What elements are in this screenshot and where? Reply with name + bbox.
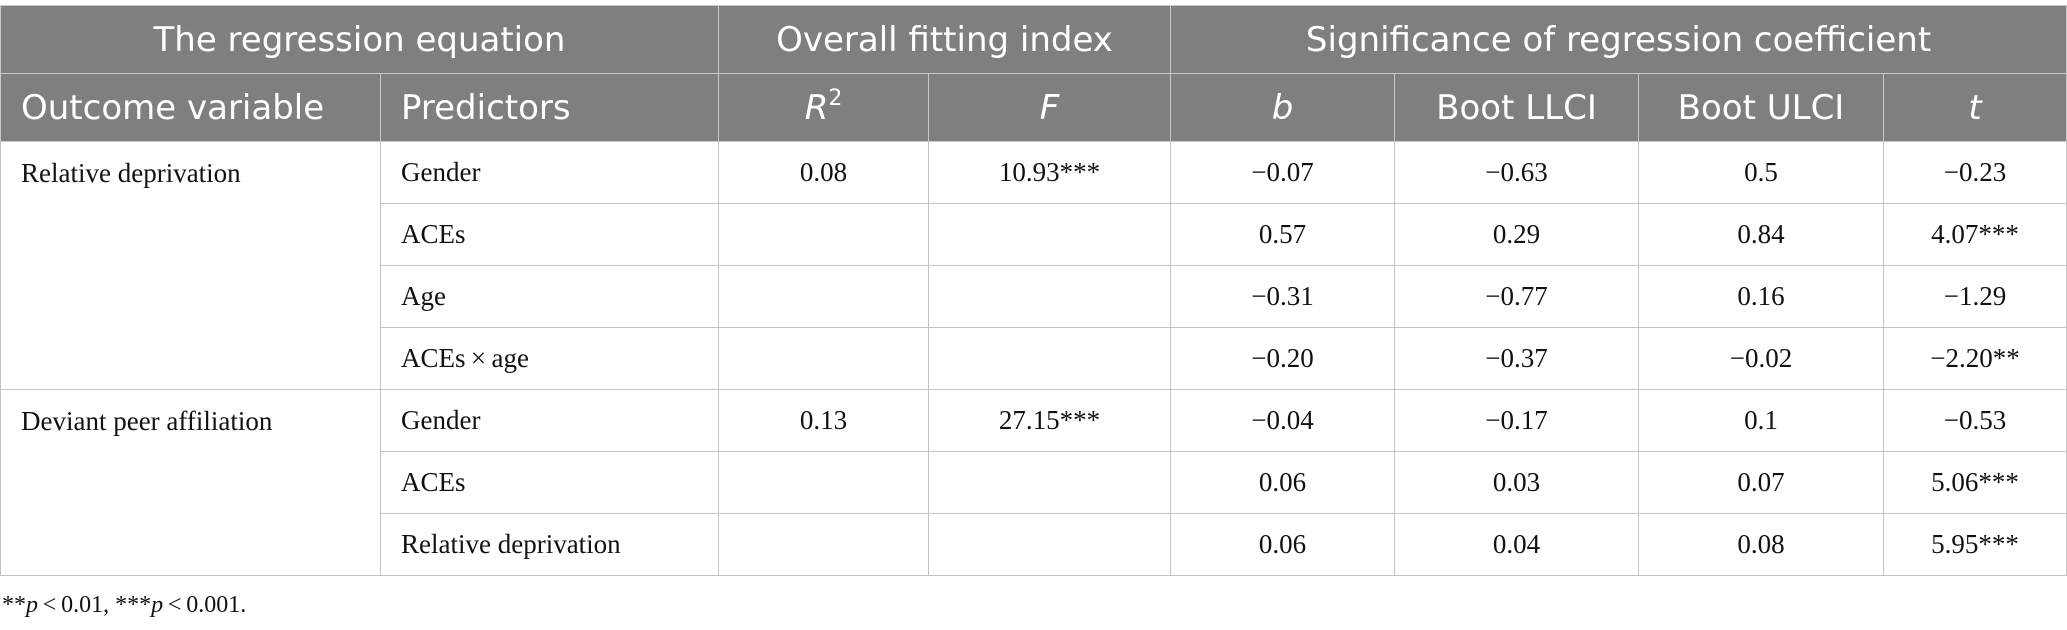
b-cell: −0.04 (1170, 389, 1396, 452)
header-significance-coefficient: Significance of regression coefficient (1170, 5, 2067, 74)
regression-table: The regression equation Overall fitting … (0, 5, 2067, 576)
header-overall-fitting-index: Overall fitting index (717, 5, 1172, 74)
table-body: Relative deprivation Gender 0.08 10.93**… (0, 141, 2067, 576)
outcome-cell: Relative deprivation (0, 141, 381, 390)
b-cell: −0.20 (1170, 327, 1396, 390)
ulci-cell: 0.5 (1638, 141, 1885, 204)
t-cell: −1.29 (1883, 265, 2067, 328)
header-regression-equation: The regression equation (0, 5, 719, 74)
header-boot-llci: Boot LLCI (1394, 73, 1640, 142)
llci-cell: −0.37 (1394, 327, 1640, 390)
f-cell: 10.93*** (927, 141, 1172, 204)
footnote-threshold-1: < 0.01, *** (38, 592, 152, 618)
header-r-squared: R2 (718, 73, 929, 142)
t-cell: 4.07*** (1883, 203, 2067, 266)
predictor-cell: ACEs (380, 203, 719, 266)
ulci-cell: −0.02 (1638, 327, 1885, 390)
t-cell: 5.95*** (1883, 513, 2067, 576)
significance-footnote: **p < 0.01, ***p < 0.001. (2, 592, 246, 619)
header-column-row: Outcome variable Predictors R2 F b Boot … (0, 73, 2067, 142)
f-cell (927, 265, 1172, 328)
f-symbol: F (1039, 87, 1060, 128)
footnote-p-symbol: p (26, 592, 38, 618)
r-symbol: R (804, 87, 829, 128)
r2-cell (718, 203, 929, 266)
ulci-cell: 0.08 (1638, 513, 1885, 576)
header-group-row: The regression equation Overall fitting … (0, 5, 2067, 74)
header-boot-ulci: Boot ULCI (1638, 73, 1885, 142)
b-cell: −0.07 (1170, 141, 1396, 204)
r2-cell: 0.13 (718, 389, 929, 452)
ulci-cell: 0.16 (1638, 265, 1885, 328)
llci-cell: −0.77 (1394, 265, 1640, 328)
table-row: Relative deprivation 0.06 0.04 0.08 5.95… (1, 513, 2067, 576)
table-header: The regression equation Overall fitting … (0, 5, 2067, 142)
predictor-cell: Gender (380, 389, 719, 452)
b-cell: 0.06 (1170, 513, 1396, 576)
f-cell (927, 327, 1172, 390)
b-cell: 0.06 (1170, 451, 1396, 514)
t-cell: −0.23 (1883, 141, 2067, 204)
f-cell (927, 203, 1172, 266)
header-outcome-variable: Outcome variable (0, 73, 381, 142)
table-row: Age −0.31 −0.77 0.16 −1.29 (1, 265, 2067, 328)
r2-cell (718, 327, 929, 390)
f-cell (927, 451, 1172, 514)
outcome-cell: Deviant peer affiliation (0, 389, 381, 576)
b-cell: 0.57 (1170, 203, 1396, 266)
r2-cell (718, 513, 929, 576)
footnote-stars: ** (2, 592, 26, 618)
header-b: b (1170, 73, 1396, 142)
predictor-cell: ACEs × age (380, 327, 719, 390)
predictor-cell: Age (380, 265, 719, 328)
footnote-threshold-2: < 0.001. (163, 592, 247, 618)
b-symbol: b (1271, 87, 1294, 128)
header-predictors: Predictors (380, 73, 719, 142)
t-cell: −0.53 (1883, 389, 2067, 452)
ulci-cell: 0.84 (1638, 203, 1885, 266)
table-row: Deviant peer affiliation Gender 0.13 27.… (0, 389, 2067, 576)
llci-cell: 0.29 (1394, 203, 1640, 266)
predictor-cell: Gender (380, 141, 719, 204)
t-symbol: t (1968, 87, 1982, 128)
f-cell: 27.15*** (927, 389, 1172, 452)
header-t: t (1883, 73, 2067, 142)
header-f: F (927, 73, 1172, 142)
llci-cell: −0.63 (1394, 141, 1640, 204)
r2-cell (718, 265, 929, 328)
table-row: Relative deprivation Gender 0.08 10.93**… (0, 141, 2067, 390)
t-cell: 5.06*** (1883, 451, 2067, 514)
llci-cell: −0.17 (1394, 389, 1640, 452)
t-cell: −2.20** (1883, 327, 2067, 390)
llci-cell: 0.03 (1394, 451, 1640, 514)
ulci-cell: 0.07 (1638, 451, 1885, 514)
r2-cell: 0.08 (718, 141, 929, 204)
f-cell (927, 513, 1172, 576)
b-cell: −0.31 (1170, 265, 1396, 328)
predictor-cell: ACEs (380, 451, 719, 514)
predictor-cell: Relative deprivation (380, 513, 719, 576)
ulci-cell: 0.1 (1638, 389, 1885, 452)
footnote-p-symbol: p (151, 592, 164, 618)
r2-cell (718, 451, 929, 514)
llci-cell: 0.04 (1394, 513, 1640, 576)
r-superscript: 2 (828, 85, 843, 111)
